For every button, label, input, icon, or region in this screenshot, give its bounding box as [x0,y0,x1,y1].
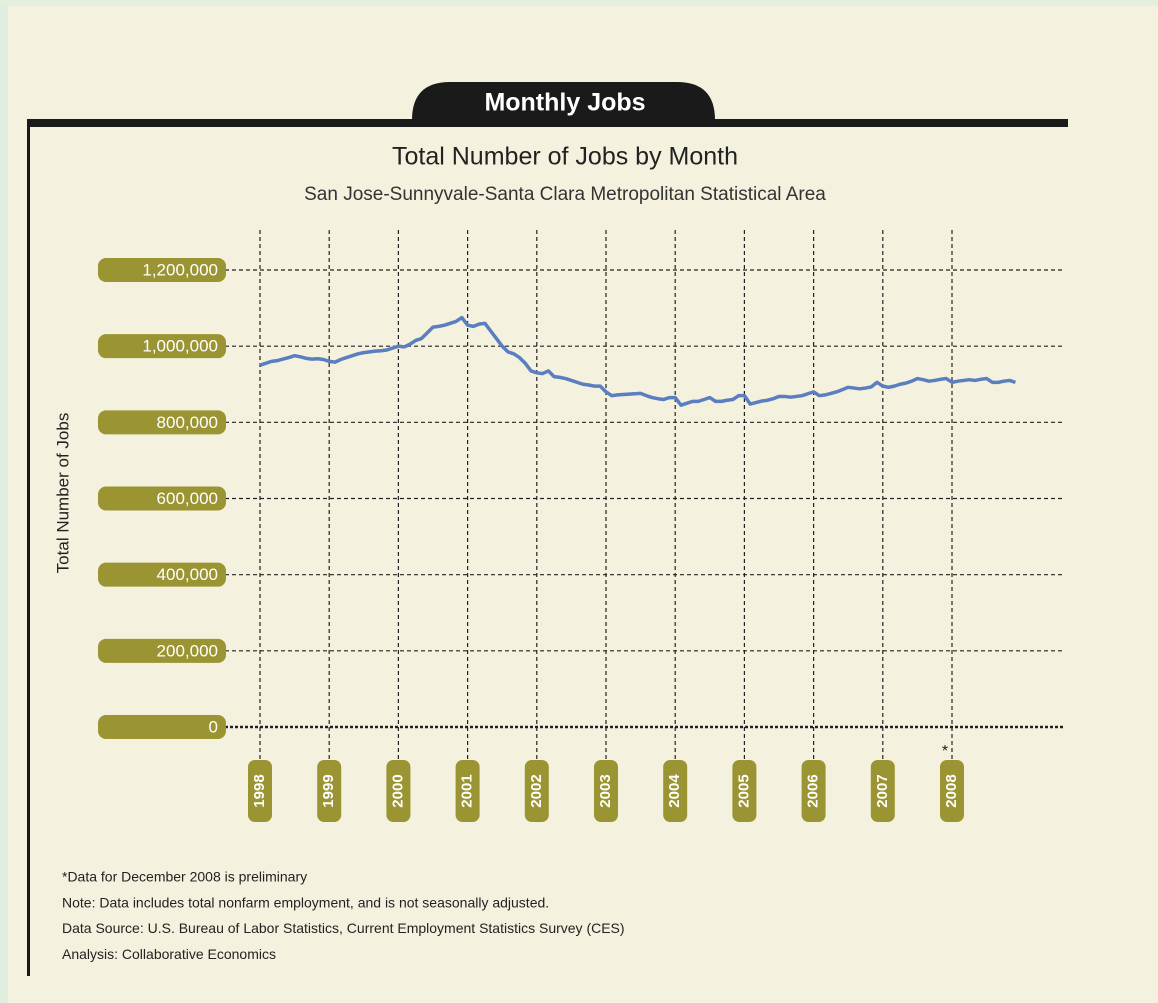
chart-subtitle: San Jose-Sunnyvale-Santa Clara Metropoli… [304,184,826,205]
x-tick-pill [386,760,411,822]
x-tick-pill [801,760,826,822]
annotation: * [942,743,948,760]
footnote: Note: Data includes total nonfarm employ… [62,894,549,910]
data-line [259,315,1016,407]
y-tick-pill [98,486,226,511]
x-tick-pill [870,760,895,822]
y-axis-label: Total Number of Jobs [53,413,72,574]
x-tick-label: 2003 [597,774,614,807]
y-tick-label: 400,000 [157,565,218,584]
y-tick-pill [98,715,226,739]
notes: *Data for December 2008 is preliminary No… [62,869,625,962]
footnote: *Data for December 2008 is preliminary [62,869,307,885]
y-tick-label: 1,000,000 [142,337,218,356]
chart-title: Total Number of Jobs by Month [392,143,738,171]
y-tick-label: 200,000 [157,641,218,660]
y-tick-pill [98,334,226,359]
x-tick-label: 1999 [320,774,337,807]
footnote: Data Source: U.S. Bureau of Labor Statis… [62,920,625,936]
y-tick-pill [98,410,226,435]
x-tick-label: 2004 [666,774,683,808]
x-tick-label: 1998 [251,774,268,807]
x-tick-pill [940,760,964,822]
y-tick-label: 1,200,000 [142,260,218,279]
y-tick-label: 0 [209,717,218,736]
header-title: Monthly Jobs [484,89,645,117]
left-rule [27,119,30,976]
y-tick-label: 800,000 [157,413,218,432]
x-tick-pill [248,760,272,822]
x-tick-label: 2000 [389,774,406,807]
y-tick-pill [98,258,226,282]
x-tick-pill [663,760,688,822]
y-tick-pill [98,562,226,587]
edge [0,0,8,1003]
x-tick-label: 2001 [459,774,476,807]
x-tick-label: 2006 [805,774,822,807]
x-tick-pill [524,760,549,822]
header-rule [28,119,1068,127]
x-tick-pill [594,760,618,822]
x-tick-pill [455,760,480,822]
y-tick-pill [98,638,226,663]
edge [0,0,1158,6]
footnote: Analysis: Collaborative Economics [62,946,276,962]
header-tab [412,82,715,120]
x-tick-label: 2007 [874,774,891,807]
x-tick-label: 2008 [943,774,960,807]
x-tick-label: 2002 [528,774,545,807]
x-tick-pill [732,760,757,822]
x-tick-label: 2005 [735,774,752,807]
x-tick-pill [317,760,342,822]
y-tick-label: 600,000 [157,489,218,508]
